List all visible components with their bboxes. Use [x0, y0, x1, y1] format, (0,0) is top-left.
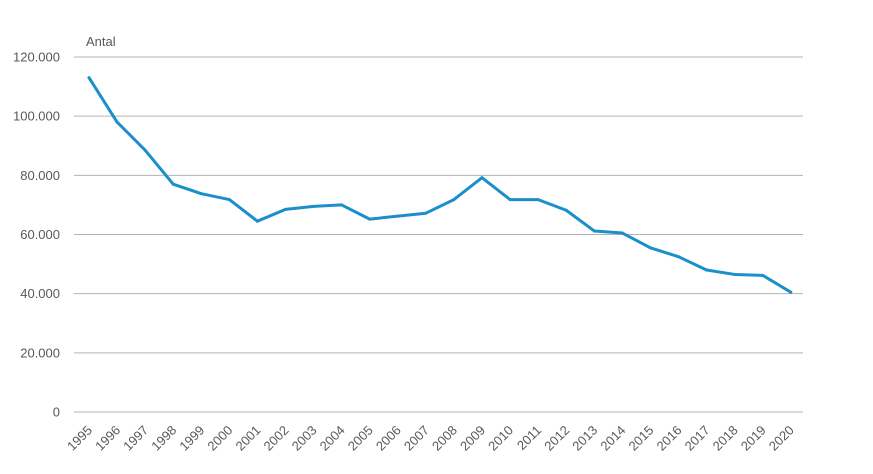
x-tick-label: 2006 [373, 423, 404, 454]
data-point-2020 [789, 290, 793, 294]
x-tick-label: 2019 [738, 423, 769, 454]
series-layer [87, 76, 793, 294]
y-tick-label: 100.000 [13, 109, 60, 124]
x-tick-label: 2001 [232, 423, 263, 454]
data-point-2000 [227, 198, 231, 202]
data-point-2004 [340, 203, 344, 207]
x-tick-label: 2013 [569, 423, 600, 454]
x-tick-label: 2007 [401, 423, 432, 454]
x-tick-label: 2002 [261, 423, 292, 454]
data-point-2015 [648, 246, 652, 250]
data-point-1999 [199, 192, 203, 196]
x-tick-label: 2010 [485, 423, 516, 454]
x-tick-label: 2014 [597, 423, 628, 454]
x-tick-label: 2003 [289, 423, 320, 454]
x-tick-label: 1997 [120, 423, 151, 454]
x-tick-label: 2008 [429, 423, 460, 454]
y-axis-ticks: 0 20.000 40.000 60.000 80.000 100.000 120.000 [13, 50, 60, 420]
data-point-2014 [620, 231, 624, 235]
data-point-2008 [452, 198, 456, 202]
x-tick-label: 1998 [148, 423, 179, 454]
x-axis-ticks: 1995199619971998199920002001200220032004… [64, 423, 797, 454]
data-point-2005 [368, 217, 372, 221]
data-point-2010 [508, 198, 512, 202]
y-tick-label: 120.000 [13, 50, 60, 65]
gridlines [74, 56, 803, 413]
data-point-2009 [480, 176, 484, 180]
data-point-1996 [115, 120, 119, 124]
data-point-1995 [87, 76, 91, 80]
x-tick-label: 2015 [625, 423, 656, 454]
x-tick-label: 2017 [682, 423, 713, 454]
y-tick-label: 20.000 [20, 345, 60, 360]
x-tick-label: 2000 [204, 423, 235, 454]
x-tick-label: 1995 [64, 423, 95, 454]
x-tick-label: 2016 [654, 423, 685, 454]
data-point-2016 [676, 255, 680, 259]
x-tick-label: 2020 [766, 423, 797, 454]
data-point-2017 [705, 268, 709, 272]
y-tick-label: 40.000 [20, 286, 60, 301]
y-tick-label: 80.000 [20, 168, 60, 183]
x-tick-label: 2009 [457, 423, 488, 454]
data-point-2012 [564, 208, 568, 212]
x-tick-label: 1999 [176, 423, 207, 454]
data-point-2013 [592, 229, 596, 233]
data-point-2018 [733, 272, 737, 276]
data-point-2001 [255, 219, 259, 223]
y-tick-label: 0 [53, 405, 60, 420]
data-point-2019 [761, 273, 765, 277]
data-point-2007 [424, 211, 428, 215]
series-line [87, 76, 793, 294]
y-tick-label: 60.000 [20, 227, 60, 242]
x-tick-label: 2018 [710, 423, 741, 454]
x-tick-label: 1996 [92, 423, 123, 454]
data-point-1998 [171, 182, 175, 186]
x-tick-label: 2005 [345, 423, 376, 454]
x-tick-label: 2012 [541, 423, 572, 454]
x-tick-label: 2004 [317, 423, 348, 454]
data-point-1997 [143, 148, 147, 152]
data-point-2003 [312, 204, 316, 208]
x-tick-label: 2011 [514, 423, 544, 453]
data-point-2006 [396, 214, 400, 218]
data-point-2002 [283, 207, 287, 211]
y-axis-unit-label: Antal [86, 34, 116, 49]
data-point-2011 [536, 198, 540, 202]
